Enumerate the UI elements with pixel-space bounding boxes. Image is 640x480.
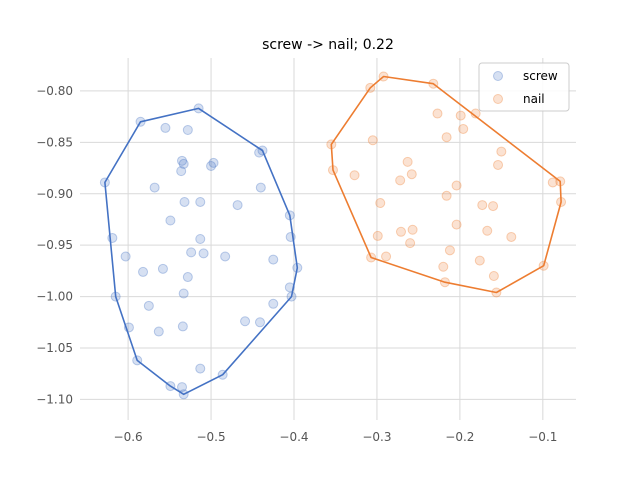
legend-label-screw: screw [523,69,558,83]
screw-point [208,157,219,168]
nail-point [474,255,485,266]
screw-point [182,272,193,283]
nail-point [438,261,449,272]
screw-point [177,382,188,393]
screw-point [195,363,206,374]
screw-point [195,196,206,207]
screw-point [143,300,154,311]
plot-area [99,71,567,400]
y-tick-label: −0.90 [36,187,73,201]
nail-point [395,226,406,237]
nail-point [441,190,452,201]
x-tick-label: −0.6 [114,430,143,444]
y-tick-label: −0.85 [36,135,73,149]
y-tick-label: −1.05 [36,341,73,355]
nail-point [441,132,452,143]
nail-point [451,180,462,191]
nail-point [375,198,386,209]
screw-point [153,326,164,337]
screw-point [255,182,266,193]
legend-box [478,62,570,112]
screw-point [157,263,168,274]
nail-point [444,245,455,256]
screw-point [177,321,188,332]
nail-point [488,201,499,212]
legend-marker-screw [493,71,503,81]
nail-point [349,170,360,181]
grid [80,58,576,420]
screw-point [178,288,189,299]
screw-point [178,158,189,169]
screw-point [198,248,209,259]
nail-point [506,231,517,242]
x-tick-label: −0.2 [445,430,474,444]
legend: screw nail [478,62,570,112]
screw-hull-line [104,107,299,396]
screw-point [179,196,190,207]
screw-point [284,282,295,293]
nail-point [451,219,462,230]
legend-marker-nail [493,94,503,104]
screw-point [268,298,279,309]
y-tick-label: −1.00 [36,290,73,304]
axes: −0.6 −0.5 −0.4 −0.3 −0.2 −0.1 −0.80 −0.85 −0.90 −… [36,84,557,444]
nail-point [547,177,558,188]
nail-point [405,238,416,249]
y-tick-label: −0.80 [36,84,73,98]
nail-point [493,159,504,170]
nail-point [381,251,392,262]
nail-point [407,224,418,235]
screw-point [195,234,206,244]
nail-point [488,271,499,282]
screw-point [176,166,187,177]
screw-point [220,251,231,262]
y-tick-label: −0.95 [36,238,73,252]
screw-point [186,247,197,258]
screw-point [120,251,131,262]
nail-point [458,123,469,134]
nail-point [455,110,466,121]
y-tick-label: −1.10 [36,392,73,406]
screw-point [206,160,217,171]
screw-point [182,124,193,135]
screw-point [268,254,279,265]
x-tick-label: −0.5 [196,430,225,444]
nail-point [367,135,378,146]
nail-point [395,175,406,186]
legend-label-nail: nail [523,92,545,106]
screw-point [160,122,171,133]
nail-point [482,225,493,236]
x-tick-label: −0.4 [279,430,308,444]
nail-hull-line [330,75,562,294]
screw-point [138,266,149,277]
chart-title: screw -> nail; 0.22 [262,37,394,53]
nail-point [432,108,443,119]
screw-point [177,155,188,166]
nail-point [477,200,488,211]
screw-point [254,317,265,328]
screw-point [254,147,265,158]
nail-point [402,156,413,167]
x-tick-label: −0.3 [362,430,391,444]
screw-point [232,200,243,211]
x-tick-label: −0.1 [528,430,557,444]
nail-point [496,146,507,157]
screw-point [149,182,160,193]
nail-point [372,230,383,241]
nail-point [406,169,417,180]
screw-point [165,215,176,226]
screw-point [240,316,251,327]
